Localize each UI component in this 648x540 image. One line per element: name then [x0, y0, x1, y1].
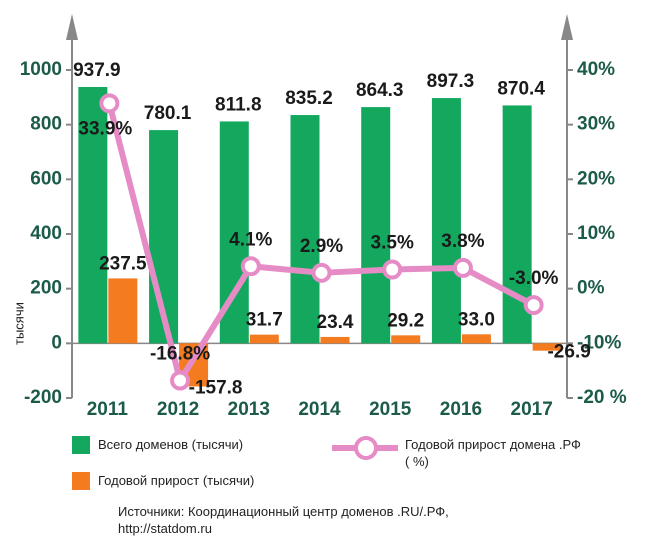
y2-tick-label: 20%	[577, 168, 615, 189]
y2-tick-label: 10%	[577, 223, 615, 244]
marker	[99, 93, 120, 114]
x-tick-label: 2015	[369, 399, 412, 420]
bar-label: 33.0	[458, 309, 495, 330]
line-label: 4.1%	[229, 229, 272, 250]
line-label: -16.8%	[150, 344, 210, 365]
y-tick-label: 600	[30, 168, 62, 189]
legend-marker	[354, 436, 378, 460]
bar-label: -157.8	[189, 377, 243, 398]
bar-label: 835.2	[285, 88, 333, 109]
source-line: http://statdom.ru	[118, 521, 212, 536]
line-label: 33.9%	[78, 118, 132, 139]
marker	[170, 370, 191, 391]
source: Источники: Координационный центр доменов…	[118, 503, 449, 537]
y-tick-label: -200	[24, 387, 62, 408]
y-tick-label: 0	[51, 332, 62, 353]
marker	[382, 259, 403, 280]
legend-label: Годовой прирост домена .РФ ( %)	[405, 437, 581, 469]
chart: тысячи -200 0 200 400 600 800 1000 -20 % -10% 0% 1…	[11, 14, 627, 420]
bar	[78, 86, 108, 344]
y2-tick-label: 30%	[577, 114, 615, 135]
bar-label: 23.4	[317, 312, 354, 333]
bar-label: 937.9	[73, 60, 121, 81]
bar-label: 31.7	[246, 310, 283, 331]
marker	[452, 257, 473, 278]
bar	[391, 335, 421, 344]
x-tick-label: 2013	[228, 399, 270, 420]
legend-swatch	[72, 472, 90, 490]
source-line: Источники: Координационный центр доменов…	[118, 504, 449, 519]
legend-label: Годовой прирост (тысячи)	[98, 473, 255, 488]
y-tick-label: 400	[30, 223, 62, 244]
legend-swatch	[72, 436, 90, 454]
bar-label: 237.5	[99, 253, 147, 274]
bar	[249, 334, 279, 344]
line-label: 2.9%	[300, 236, 343, 257]
bar-label: 897.3	[427, 71, 475, 92]
marker	[311, 262, 332, 283]
bar	[320, 336, 350, 344]
y2-tick-label: 40%	[577, 59, 615, 80]
y-tick-label: 800	[30, 114, 62, 135]
line-label: -3.0%	[509, 268, 559, 289]
y-axis-label: тысячи	[11, 302, 26, 345]
x-tick-label: 2016	[440, 399, 482, 420]
line-label: 3.5%	[371, 233, 414, 254]
bar-label: 864.3	[356, 80, 404, 101]
bar	[361, 107, 391, 344]
y2-axis-arrow	[561, 14, 573, 40]
x-tick-label: 2017	[511, 399, 553, 420]
marker	[523, 295, 544, 316]
y-axis-arrow	[66, 14, 78, 40]
bar-label: -26.9	[547, 342, 590, 363]
y2-tick-label: -20 %	[577, 387, 627, 408]
y2-tick-label: 0%	[577, 278, 605, 299]
y2-tick-label: -10%	[577, 332, 621, 353]
bar	[290, 115, 320, 344]
x-tick-label: 2014	[298, 399, 341, 420]
bar-label: 811.8	[215, 94, 262, 115]
bar-label: 780.1	[144, 103, 192, 124]
bar	[532, 343, 562, 351]
marker	[240, 256, 261, 277]
y-tick-label: 1000	[20, 59, 62, 80]
line-label: 3.8%	[441, 231, 484, 252]
legend-label: Всего доменов (тысячи)	[98, 437, 244, 452]
bar-label: 29.2	[387, 310, 424, 331]
x-tick-label: 2012	[157, 399, 199, 420]
bar	[108, 278, 138, 344]
bar	[461, 334, 491, 344]
bar-label: 870.4	[497, 78, 545, 99]
bar	[431, 98, 461, 344]
x-tick-label: 2011	[87, 399, 129, 420]
y-tick-label: 200	[30, 278, 62, 299]
